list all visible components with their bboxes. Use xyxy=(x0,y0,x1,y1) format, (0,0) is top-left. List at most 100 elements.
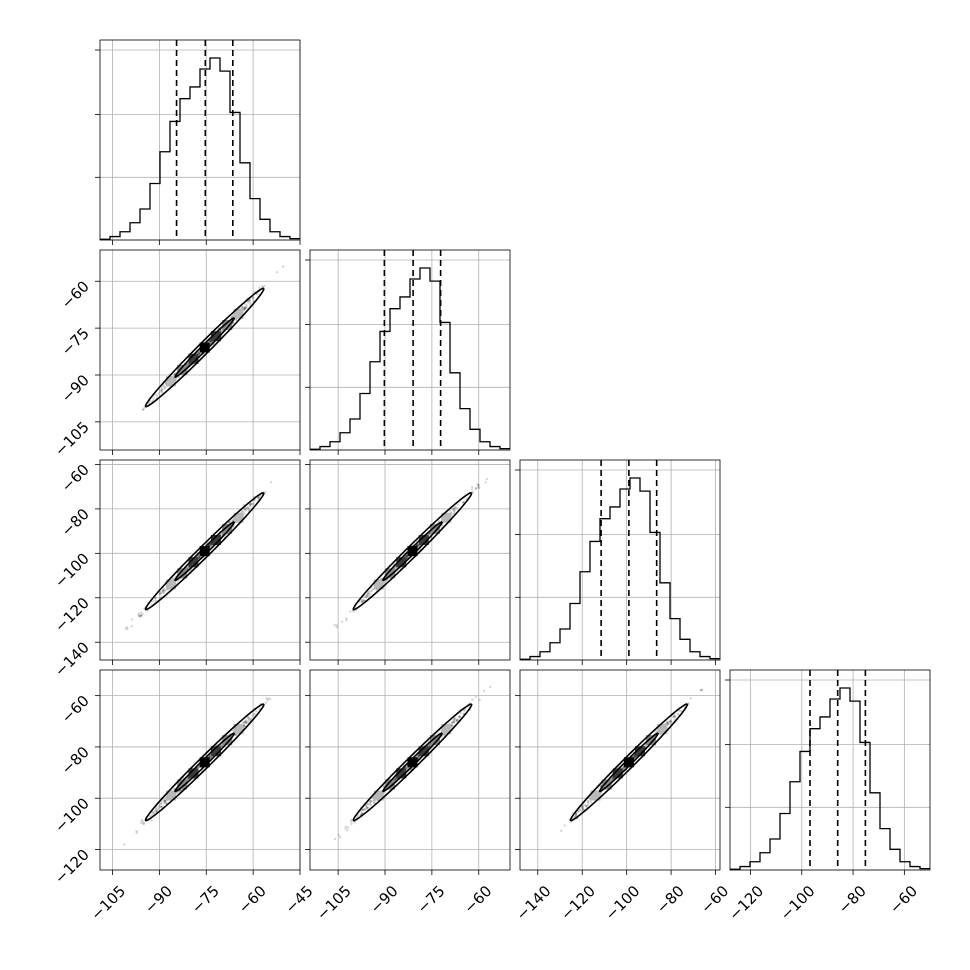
scatter-point xyxy=(159,389,162,393)
scatter-point xyxy=(367,590,370,593)
scatter-point xyxy=(249,717,252,720)
scatter-point xyxy=(140,818,143,822)
scatter-point xyxy=(253,713,257,716)
scatter-point xyxy=(266,699,269,702)
scatter-point xyxy=(384,580,388,584)
scatter-point xyxy=(249,503,252,506)
scatter-point xyxy=(164,799,167,802)
scatter-point xyxy=(164,589,167,593)
scatter-point xyxy=(275,271,279,274)
scatter-point xyxy=(365,806,369,809)
scatter-point xyxy=(244,306,248,309)
contour-level-2 xyxy=(144,287,265,408)
density-cell xyxy=(396,557,407,568)
scatter-point xyxy=(242,720,245,724)
density-cell xyxy=(222,523,233,534)
scatter-point xyxy=(137,612,140,616)
scatter-points xyxy=(560,688,704,833)
scatter-point xyxy=(208,755,211,758)
histogram-panel-0 xyxy=(95,39,301,245)
scatter-point xyxy=(455,719,458,722)
density-cell xyxy=(165,579,176,590)
scatter-point xyxy=(338,836,342,839)
scatter-point xyxy=(587,800,590,803)
contour-level-2 xyxy=(352,491,473,611)
scatter-point xyxy=(162,798,165,802)
scatter-point xyxy=(245,721,248,724)
x-tick-label: −100 xyxy=(777,882,819,924)
scatter-point xyxy=(371,588,374,591)
scatter-point xyxy=(152,812,155,815)
scatter-point xyxy=(488,685,492,689)
scatter-point xyxy=(161,805,164,808)
density-cell xyxy=(188,768,199,779)
scatter-point xyxy=(449,510,452,513)
density-cell xyxy=(199,757,210,768)
scatter-point xyxy=(394,566,397,569)
scatter-point xyxy=(154,393,157,397)
scatter-point xyxy=(474,695,477,699)
scatter-point xyxy=(428,533,431,536)
scatter-point xyxy=(451,724,454,727)
density-cell xyxy=(188,353,199,364)
scatter-point xyxy=(163,800,166,803)
scatter-point xyxy=(163,801,167,804)
scatter-point xyxy=(452,717,456,720)
density-cell xyxy=(418,746,429,757)
scatter-point xyxy=(256,292,259,296)
scatter-point xyxy=(157,392,161,395)
scatter-point xyxy=(240,510,244,513)
scatter-point xyxy=(164,800,168,804)
histogram-panel-1 xyxy=(305,249,511,455)
density-cell xyxy=(222,735,233,746)
contour-level-2 xyxy=(569,703,689,822)
scatter-point xyxy=(198,555,201,559)
scatter-point xyxy=(470,488,474,491)
scatter-point xyxy=(673,715,677,718)
scatter-point xyxy=(455,718,459,722)
scatter-point xyxy=(453,511,456,514)
scatter-point xyxy=(611,777,615,781)
scatter-point xyxy=(160,391,164,394)
scatter-point xyxy=(362,598,365,602)
scatter-point xyxy=(197,555,200,558)
scatter-point xyxy=(159,805,162,808)
scatter-point xyxy=(156,807,160,811)
scatter-point xyxy=(699,689,703,692)
scatter-point xyxy=(667,720,670,724)
scatter-point xyxy=(360,598,363,602)
scatter-point xyxy=(563,824,566,827)
scatter-point xyxy=(141,820,144,823)
density-cell xyxy=(407,546,418,557)
density-cell xyxy=(177,568,188,579)
scatter-point xyxy=(247,717,250,720)
scatter-point xyxy=(160,388,164,392)
scatter-point xyxy=(671,715,674,718)
scatter-point xyxy=(243,721,247,724)
scatter-point xyxy=(161,591,165,594)
scatter-point xyxy=(340,620,344,623)
scatter-panel-2-1 xyxy=(305,459,511,665)
scatter-point xyxy=(366,802,369,806)
scatter-point xyxy=(161,589,165,592)
scatter-point xyxy=(161,589,165,593)
y-tick-label: −120 xyxy=(51,846,93,888)
scatter-point xyxy=(230,519,234,522)
scatter-point xyxy=(244,719,247,722)
scatter-point xyxy=(154,599,157,602)
scatter-point xyxy=(672,716,676,719)
scatter-point xyxy=(580,805,584,808)
scatter-point xyxy=(461,501,465,504)
scatter-panel-3-2: −140 −120 −100 −80 −60 xyxy=(513,669,732,924)
scatter-point xyxy=(458,715,462,719)
scatter-point xyxy=(163,800,167,803)
scatter-point xyxy=(368,594,371,598)
scatter-point xyxy=(177,376,180,379)
scatter-point xyxy=(669,719,672,722)
contour-level-1 xyxy=(174,317,236,378)
scatter-point xyxy=(453,716,457,720)
scatter-point xyxy=(248,299,251,302)
scatter-point xyxy=(456,719,459,723)
density-cell xyxy=(165,376,176,387)
scatter-point xyxy=(249,505,252,508)
